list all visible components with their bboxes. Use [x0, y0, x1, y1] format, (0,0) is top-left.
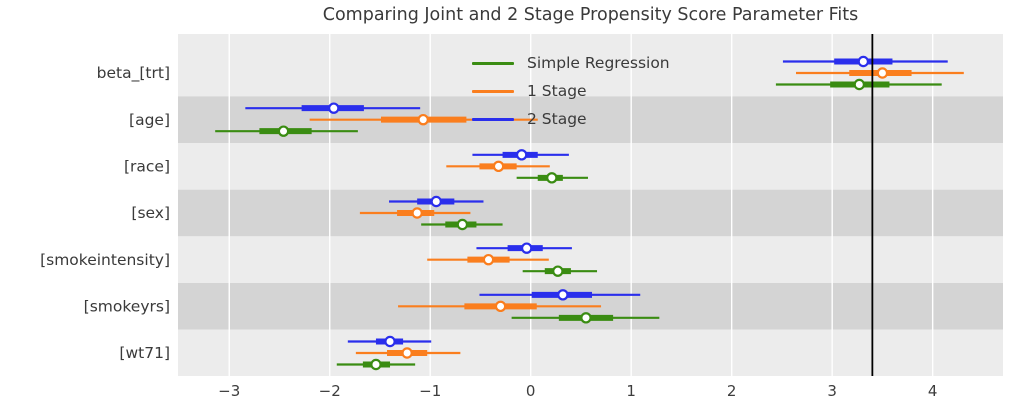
- point-estimate-marker: [482, 253, 495, 266]
- legend-line-icon: [472, 89, 514, 93]
- y-tick-label: [race]: [124, 158, 170, 176]
- point-estimate-marker: [515, 149, 528, 161]
- point-estimate-marker: [411, 207, 423, 219]
- row-band: [178, 236, 1003, 283]
- row-band: [178, 143, 1003, 190]
- point-estimate-marker: [857, 55, 870, 68]
- y-axis-labels: beta_[trt] [age] [race] [sex] [smokeinte…: [40, 64, 170, 362]
- y-tick-label: [smokeyrs]: [84, 298, 170, 316]
- point-estimate-marker: [401, 347, 413, 359]
- point-estimate-marker: [580, 312, 592, 324]
- point-estimate-marker: [384, 335, 396, 348]
- x-tick-label: 1: [626, 382, 636, 400]
- y-tick-label: [smokeintensity]: [40, 251, 170, 269]
- point-estimate-marker: [520, 242, 533, 254]
- point-estimate-marker: [552, 265, 564, 277]
- legend-item-2-stage: 2 Stage: [472, 105, 670, 133]
- x-tick-label: 3: [827, 382, 837, 400]
- y-tick-label: [sex]: [131, 204, 170, 222]
- point-estimate-marker: [430, 195, 442, 208]
- row-band: [178, 189, 1003, 237]
- point-estimate-marker: [456, 218, 469, 231]
- x-tick-label: 0: [526, 382, 536, 400]
- legend-label: Simple Regression: [527, 54, 670, 72]
- x-tick-label: −1: [419, 382, 441, 400]
- chart-layer: [178, 34, 1003, 376]
- legend-item-simple-regression: Simple Regression: [472, 49, 670, 77]
- x-tick-label: −2: [319, 382, 341, 400]
- x-tick-label: 2: [727, 382, 737, 400]
- legend-label: 1 Stage: [527, 82, 587, 100]
- point-estimate-marker: [494, 300, 507, 313]
- point-estimate-marker: [328, 102, 340, 114]
- y-tick-label: beta_[trt]: [97, 64, 170, 83]
- point-estimate-marker: [370, 358, 382, 371]
- row-band: [178, 329, 1003, 376]
- legend-item-1-stage: 1 Stage: [472, 77, 670, 105]
- point-estimate-marker: [557, 289, 569, 301]
- legend-line-icon: [472, 61, 514, 65]
- chart-title: Comparing Joint and 2 Stage Propensity S…: [322, 5, 859, 25]
- legend: Simple Regression 1 Stage 2 Stage: [472, 49, 670, 133]
- point-estimate-marker: [417, 113, 429, 126]
- point-estimate-marker: [853, 78, 866, 91]
- legend-line-icon: [472, 117, 514, 121]
- x-tick-label: 4: [928, 382, 938, 400]
- y-tick-label: [age]: [129, 111, 170, 129]
- x-axis-labels: −3 −2 −1 0 1 2 3 4: [218, 382, 937, 400]
- point-estimate-marker: [876, 67, 889, 79]
- point-estimate-marker: [546, 172, 558, 184]
- point-estimate-marker: [492, 160, 505, 173]
- legend-label: 2 Stage: [527, 110, 587, 128]
- point-estimate-marker: [277, 125, 290, 137]
- x-tick-label: −3: [218, 382, 240, 400]
- y-tick-label: [wt71]: [119, 344, 170, 362]
